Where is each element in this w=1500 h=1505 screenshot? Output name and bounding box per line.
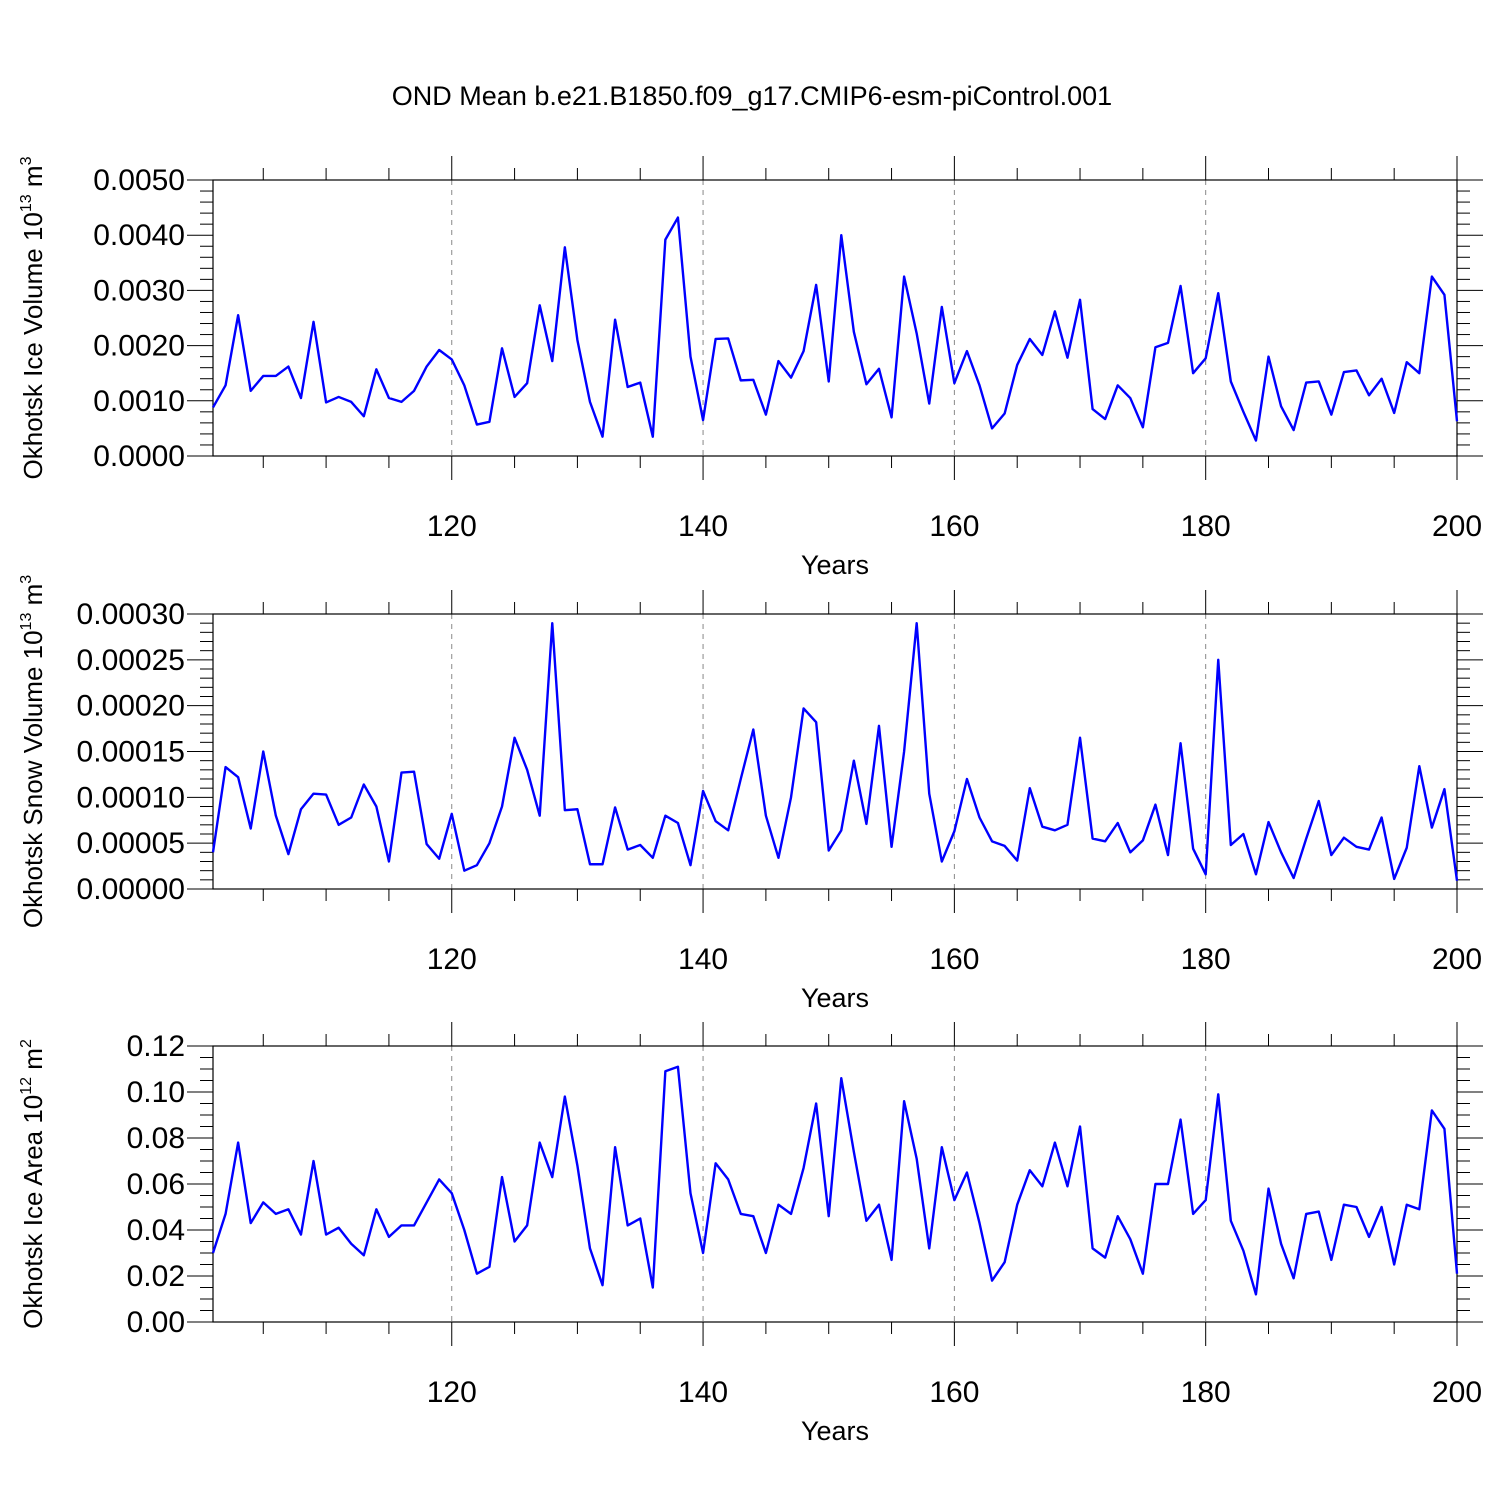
chart-panel-1: 0.0000 0.0010 0.0020 0.0030 0.0040 0.0050 120 1… — [18, 156, 1483, 580]
y-tick-label: 0.00020 — [77, 690, 185, 723]
y-tick-label: 0.06 — [127, 1168, 185, 1201]
panels: 0.0000 0.0010 0.0020 0.0030 0.0040 0.0050 120 1… — [18, 156, 1483, 1446]
x-tick-label: 200 — [1432, 943, 1482, 976]
chart-panel-2: 0.00000 0.00005 0.00010 0.00015 0.00020 0.000… — [18, 575, 1483, 1013]
y-axis-label-unit: m — [18, 1048, 48, 1077]
y-tick-label: 0.00015 — [77, 736, 185, 769]
x-tick-label: 140 — [678, 510, 728, 543]
x-tick-label: 140 — [678, 943, 728, 976]
y-tick-label: 0.0020 — [93, 330, 185, 363]
x-tick-label: 120 — [427, 943, 477, 976]
plot-frame — [212, 1045, 1458, 1323]
y-tick-label: 0.00000 — [77, 873, 185, 906]
y-tick-label: 0.10 — [127, 1076, 185, 1109]
y-axis-label: Okhotsk Ice Area 1012 m2 — [18, 1039, 48, 1329]
y-axis-label-unit-exponent: 2 — [18, 1039, 35, 1048]
y-tick-label: 0.04 — [127, 1214, 185, 1247]
y-axis-label: Okhotsk Ice Volume 1013 m3 — [18, 156, 48, 479]
y-tick-label: 0.0040 — [93, 219, 185, 252]
y-axis-label-exponent: 13 — [18, 194, 35, 212]
y-tick-label: 0.00030 — [77, 598, 185, 631]
x-tick-label: 200 — [1432, 510, 1482, 543]
x-tick-label: 160 — [929, 510, 979, 543]
y-tick-label: 0.0050 — [93, 164, 185, 197]
y-axis-label-exponent: 12 — [18, 1077, 35, 1095]
y-axis-label-unit: m — [18, 165, 48, 194]
series-line — [211, 1065, 1459, 1296]
y-tick-label: 0.02 — [127, 1260, 185, 1293]
y-tick-label: 0.0030 — [93, 274, 185, 307]
y-tick-label: 0.12 — [127, 1030, 185, 1063]
x-tick-label: 120 — [427, 510, 477, 543]
y-axis-label-unit-exponent: 3 — [18, 575, 35, 584]
x-tick-label: 120 — [427, 1376, 477, 1409]
y-tick-label: 0.0000 — [93, 440, 185, 473]
series-line — [211, 621, 1459, 881]
x-axis-label: Years — [801, 550, 869, 580]
y-axis-label-exponent: 13 — [18, 613, 35, 631]
y-tick-label: 0.00025 — [77, 644, 185, 677]
y-axis-label-unit: m — [18, 584, 48, 613]
y-axis-label: Okhotsk Snow Volume 1013 m3 — [18, 575, 48, 928]
x-tick-label: 140 — [678, 1376, 728, 1409]
y-tick-label: 0.00 — [127, 1306, 185, 1339]
x-axis-label: Years — [801, 983, 869, 1013]
x-tick-label: 200 — [1432, 1376, 1482, 1409]
y-tick-label: 0.0010 — [93, 385, 185, 418]
x-tick-label: 180 — [1181, 1376, 1231, 1409]
plot-frame — [212, 613, 1458, 890]
y-axis-label-text: Okhotsk Snow Volume 10 — [18, 630, 48, 928]
y-tick-label: 0.08 — [127, 1122, 185, 1155]
y-axis-label-text: Okhotsk Ice Area 10 — [18, 1095, 48, 1329]
y-axis-label-unit-exponent: 3 — [18, 156, 35, 165]
chart-title: OND Mean b.e21.B1850.f09_g17.CMIP6-esm-p… — [392, 81, 1112, 111]
y-tick-label: 0.00005 — [77, 827, 185, 860]
series-line — [211, 216, 1459, 442]
x-tick-label: 180 — [1181, 510, 1231, 543]
x-tick-label: 160 — [929, 1376, 979, 1409]
x-tick-label: 180 — [1181, 943, 1231, 976]
chart-panel-3: 0.00 0.02 0.04 0.06 0.08 0.10 0.12 120 140 160 180… — [18, 1022, 1483, 1446]
y-axis-label-text: Okhotsk Ice Volume 10 — [18, 212, 48, 479]
x-tick-label: 160 — [929, 943, 979, 976]
plot-frame — [212, 179, 1458, 457]
x-axis-label: Years — [801, 1416, 869, 1446]
y-tick-label: 0.00010 — [77, 781, 185, 814]
